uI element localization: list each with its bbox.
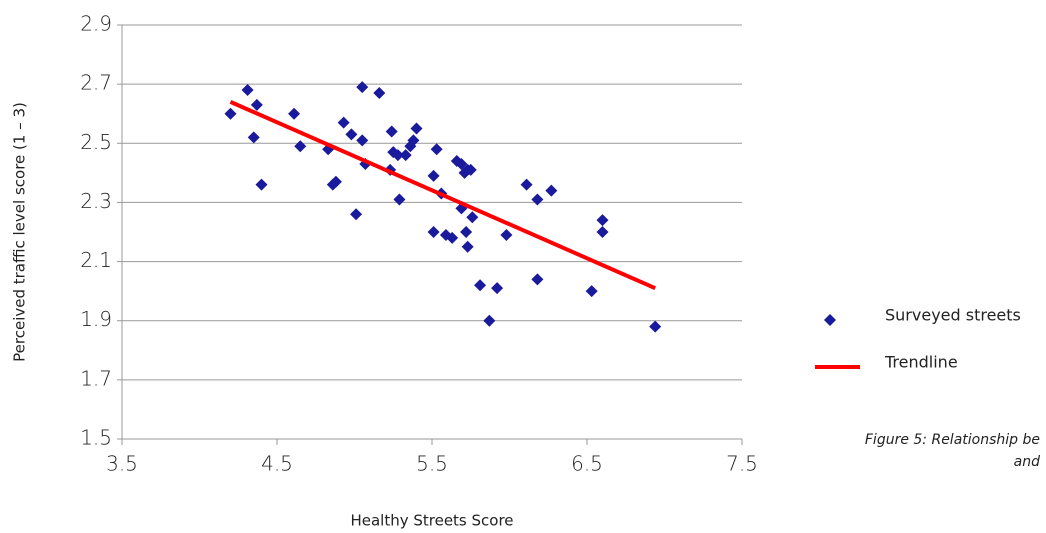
point	[596, 214, 609, 227]
x-tick-label: 3.5	[106, 452, 138, 476]
point	[500, 228, 513, 241]
point	[427, 226, 440, 238]
y-tick-label: 2.9	[80, 12, 112, 36]
y-tick-label: 1.9	[80, 307, 112, 331]
point	[446, 231, 459, 244]
point	[585, 285, 598, 298]
point	[337, 116, 350, 129]
point	[224, 107, 237, 120]
x-tick-label: 4.5	[261, 452, 293, 476]
x-tick-label: 7.5	[726, 452, 758, 476]
y-axis-title: Perceived traffic level score (1 – 3)	[11, 102, 29, 362]
point	[391, 149, 404, 162]
point	[345, 128, 358, 141]
y-tick-label: 1.7	[80, 366, 112, 390]
x-tick-label: 5.5	[416, 452, 448, 476]
point	[531, 193, 544, 206]
point	[356, 81, 369, 94]
y-tick-label: 2.5	[80, 130, 112, 154]
point	[250, 98, 263, 111]
point	[427, 169, 440, 182]
point	[294, 140, 307, 153]
point	[385, 125, 398, 138]
point	[596, 226, 609, 238]
point	[545, 184, 558, 197]
point	[407, 134, 420, 147]
y-tick-label: 2.1	[80, 248, 112, 272]
point	[483, 314, 496, 327]
legend-label: Trendline	[884, 353, 958, 372]
point	[399, 149, 412, 162]
point	[531, 273, 544, 286]
point	[410, 122, 423, 135]
trendline	[229, 100, 657, 291]
point	[520, 178, 533, 191]
x-tick-label: 6.5	[571, 452, 603, 476]
caption: Figure 5: Relationship be	[865, 432, 1040, 448]
point	[329, 175, 342, 188]
point	[460, 226, 473, 238]
point	[474, 279, 487, 292]
point	[491, 282, 504, 295]
point	[430, 143, 443, 156]
y-tick-label: 2.7	[80, 71, 112, 95]
point	[241, 84, 254, 97]
point	[247, 131, 260, 144]
point	[461, 240, 474, 253]
point	[466, 211, 479, 224]
y-tick-label: 2.3	[80, 189, 112, 213]
point	[649, 320, 662, 333]
point	[350, 208, 363, 221]
point	[393, 193, 406, 206]
point	[255, 178, 268, 191]
y-tick-label: 1.5	[80, 426, 112, 450]
x-axis-title: Healthy Streets Score	[350, 512, 513, 530]
point	[356, 134, 369, 147]
caption: and	[1014, 454, 1040, 470]
legend-swatch	[824, 314, 836, 326]
point	[461, 163, 474, 176]
point	[373, 87, 386, 100]
point	[288, 107, 301, 120]
legend-label: Surveyed streets	[885, 306, 1021, 325]
